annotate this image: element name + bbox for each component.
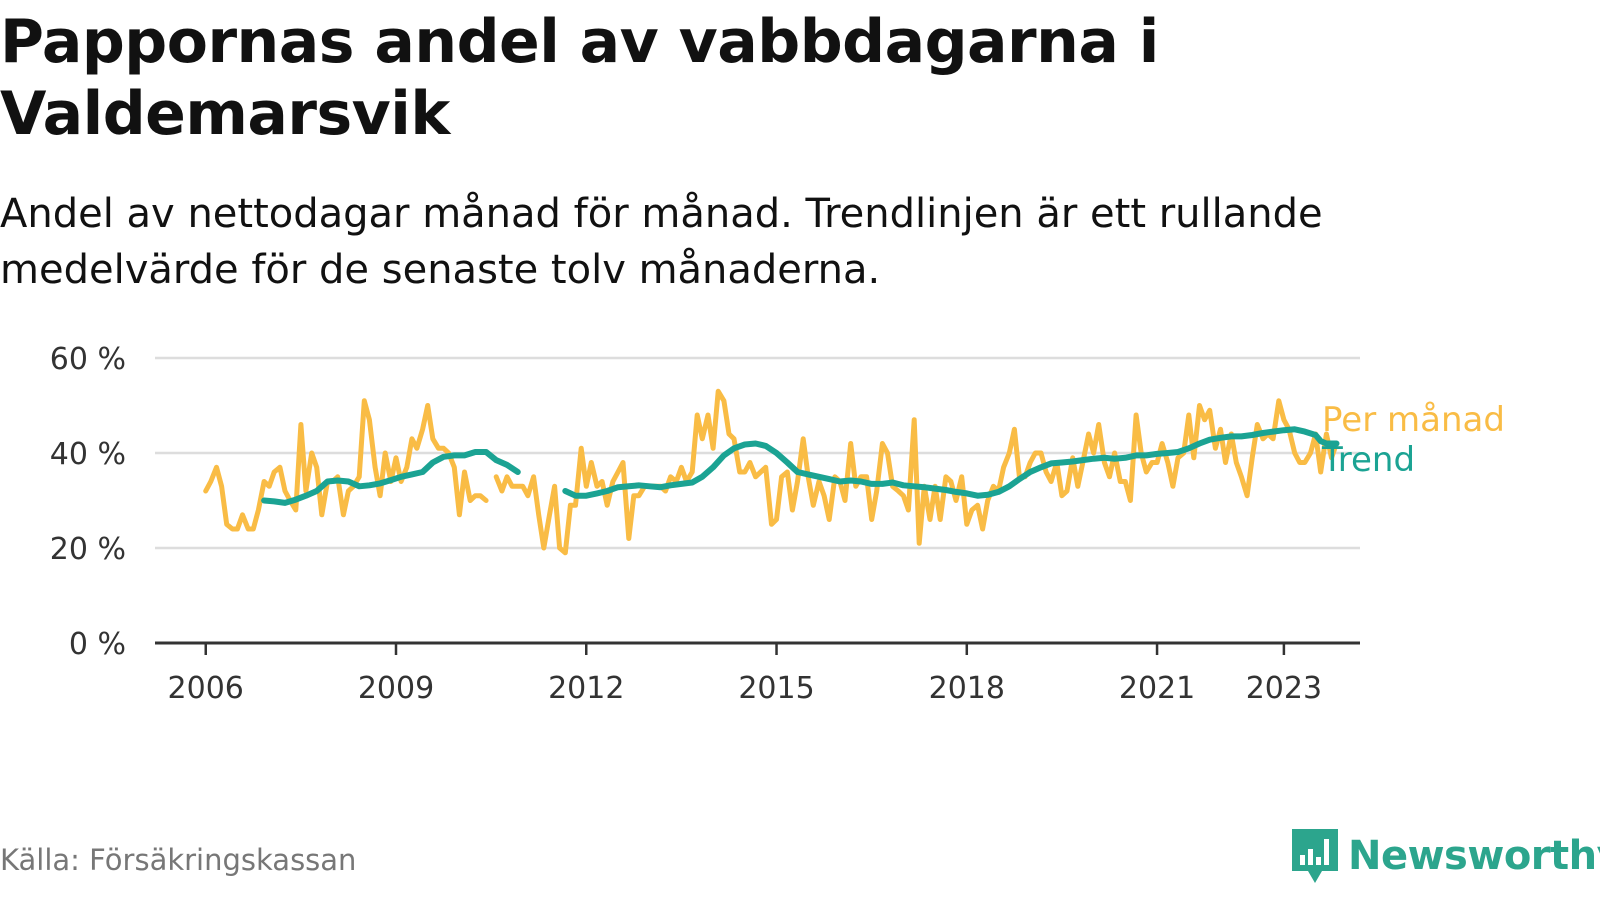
y-tick-label: 60 % — [50, 342, 126, 377]
chart-subtitle: Andel av nettodagar månad för månad. Tre… — [0, 191, 1323, 293]
x-tick-label: 2015 — [738, 671, 814, 706]
series-line-per-manad — [493, 388, 1339, 556]
series-lines — [203, 388, 1340, 556]
series-line-trend — [261, 449, 521, 506]
brand-logo: Newsworthy — [1290, 826, 1600, 886]
legend-label-per-manad: Per månad — [1322, 400, 1505, 440]
legend-label-trend: Trend — [1321, 440, 1415, 480]
x-tick-label: 2006 — [168, 671, 244, 706]
line-chart: 0 % 20 % 40 % 60 % 2006 2009 2012 2015 2018 2021 2… — [50, 342, 1505, 706]
x-tick-label: 2012 — [548, 671, 624, 706]
x-tick-label: 2018 — [929, 671, 1005, 706]
x-tick-label: 2023 — [1246, 671, 1322, 706]
x-tick-label: 2021 — [1119, 671, 1195, 706]
series-line-per-manad — [203, 398, 489, 532]
y-tick-label: 0 % — [69, 627, 126, 662]
axes: 0 % 20 % 40 % 60 % 2006 2009 2012 2015 2018 2021 2… — [50, 342, 1360, 706]
series-line-trend — [562, 426, 1340, 499]
y-tick-label: 20 % — [50, 532, 126, 567]
source-note: Källa: Försäkringskassan — [0, 843, 357, 877]
chart-title: Pappornas andel av vabbdagarna i Valdema… — [0, 7, 1159, 149]
brand-name: Newsworthy — [1348, 833, 1600, 879]
x-tick-label: 2009 — [358, 671, 434, 706]
y-tick-label: 40 % — [50, 437, 126, 472]
newsworthy-logo-icon — [1292, 829, 1338, 883]
